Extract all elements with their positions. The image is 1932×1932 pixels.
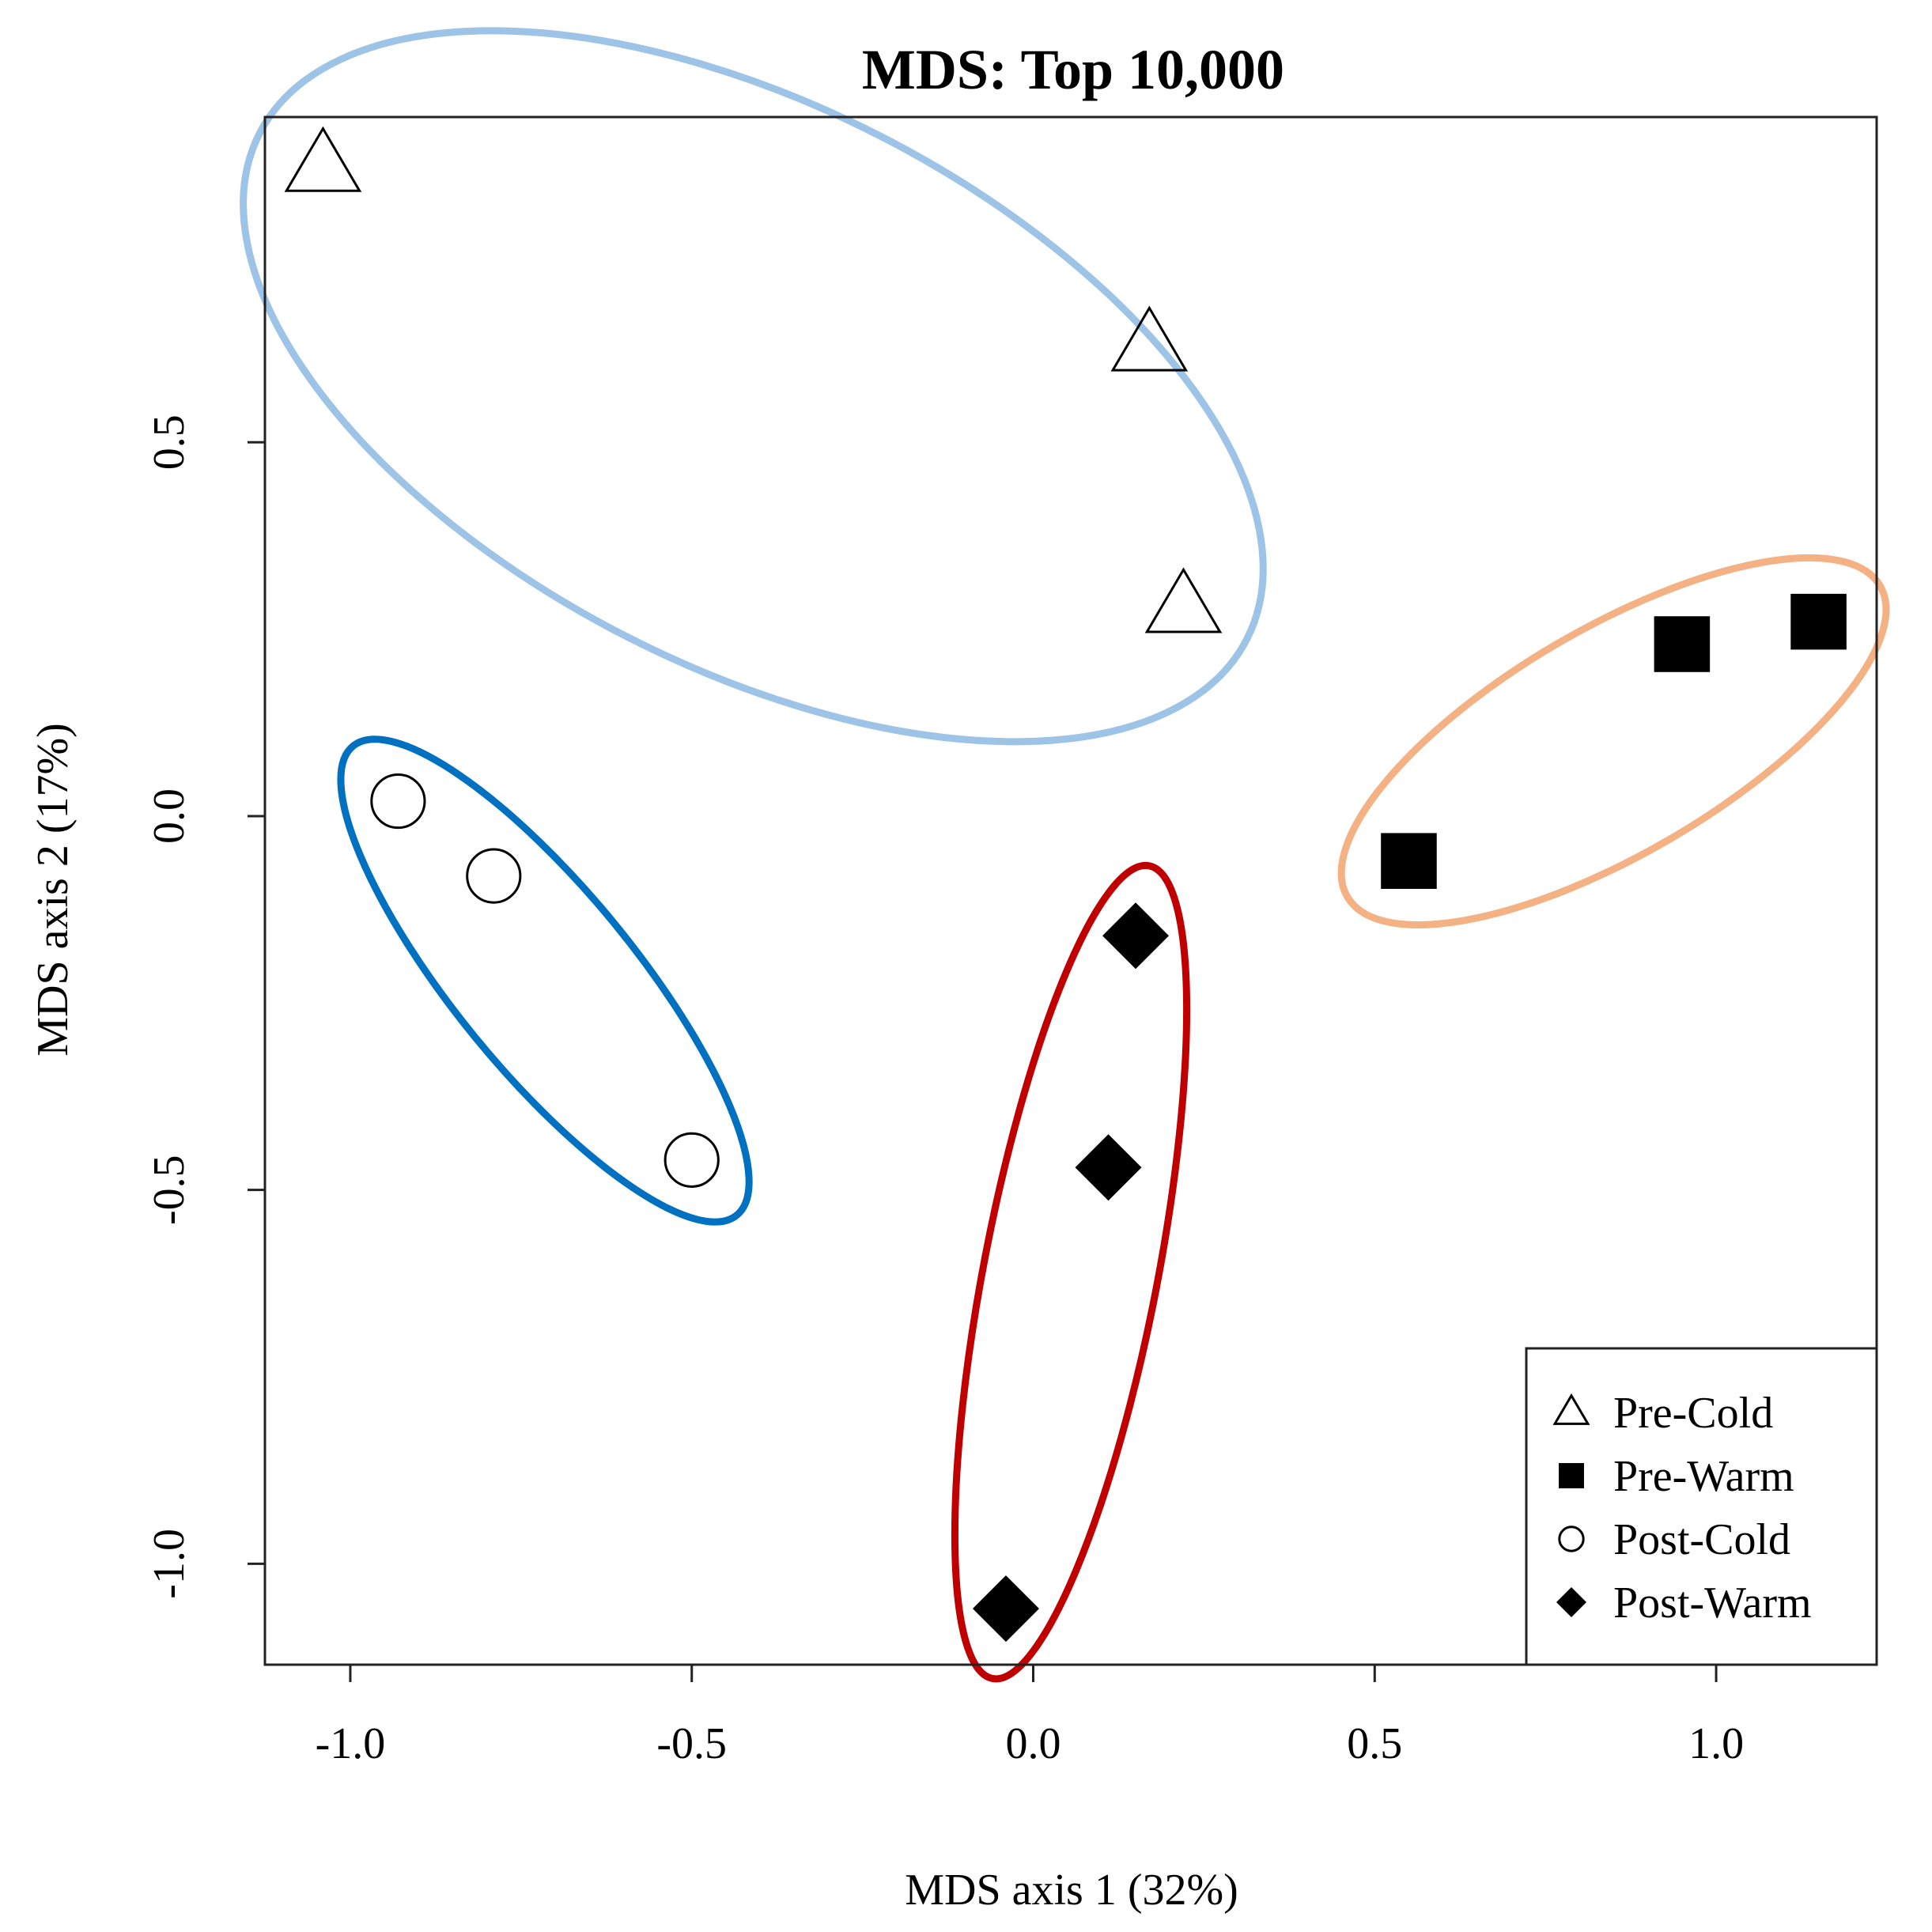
x-tick-label: 0.0: [1006, 1719, 1061, 1768]
cluster-ellipse: [337, 735, 753, 1226]
data-point: [1144, 567, 1223, 633]
legend-marker: [1552, 1393, 1590, 1425]
legend-label: Post-Warm: [1613, 1578, 1812, 1628]
cluster-ellipse: [951, 861, 1191, 1683]
x-axis-label: MDS axis 1 (32%): [905, 1866, 1238, 1915]
data-point: [1654, 616, 1711, 672]
legend-marker: [1556, 1587, 1586, 1617]
x-tick-label: -1.0: [316, 1719, 386, 1768]
data-point: [1790, 593, 1847, 650]
cluster-ellipse: [240, 27, 1267, 746]
y-axis-label: MDS axis 2 (17%): [28, 723, 78, 1057]
legend: Pre-Cold Pre-Warm Post-Cold Post-Warm: [1525, 1347, 1878, 1666]
data-point: [284, 126, 362, 192]
y-tick-label: 0.5: [145, 414, 194, 470]
data-point: [972, 1575, 1039, 1643]
chart-title: MDS: Top 10,000: [862, 38, 1284, 101]
y-tick-label: -0.5: [145, 1155, 194, 1225]
legend-marker: [1558, 1526, 1585, 1552]
x-tick-label: 1.0: [1688, 1719, 1744, 1768]
cluster-ellipses: [240, 27, 1890, 1683]
data-points: [284, 126, 1847, 1643]
legend-marker: [1559, 1463, 1584, 1488]
y-tick-label: -1.0: [145, 1529, 194, 1599]
legend-label: Post-Cold: [1613, 1515, 1790, 1564]
x-tick-label: -0.5: [656, 1719, 727, 1768]
legend-label: Pre-Warm: [1613, 1452, 1794, 1501]
data-point: [1110, 305, 1189, 372]
data-point: [370, 773, 426, 830]
legend-box: [1525, 1347, 1878, 1666]
data-point: [1075, 1134, 1142, 1201]
y-axis: -1.0 -0.5 0.0 0.5: [145, 414, 265, 1599]
x-tick-label: 0.5: [1347, 1719, 1402, 1768]
plot-frame: [263, 115, 1878, 1666]
data-point: [664, 1132, 720, 1188]
y-tick-label: 0.0: [145, 788, 194, 844]
legend-label: Pre-Cold: [1613, 1389, 1773, 1438]
data-point: [1102, 902, 1170, 970]
x-axis: -1.0 -0.5 0.0 0.5 1.0: [316, 1665, 1744, 1768]
data-point: [1381, 833, 1437, 889]
data-point: [466, 848, 522, 904]
cluster-ellipse: [1337, 554, 1890, 928]
